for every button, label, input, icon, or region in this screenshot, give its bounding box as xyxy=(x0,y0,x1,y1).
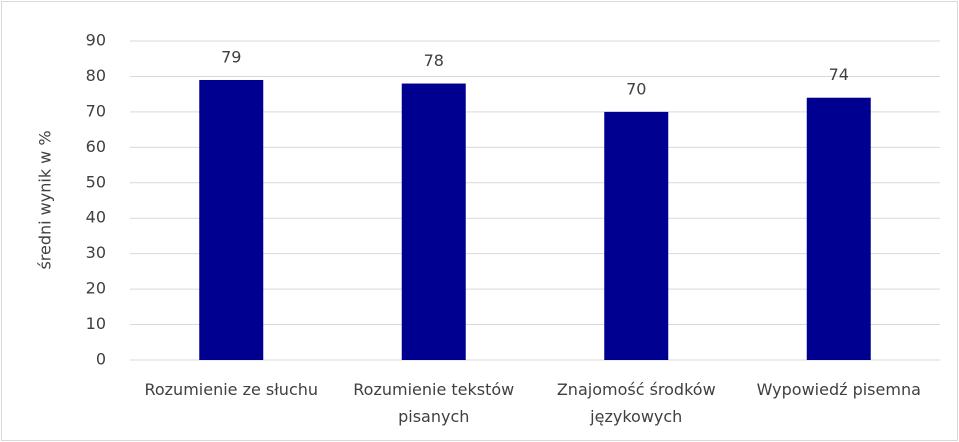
bar xyxy=(401,83,466,361)
value-label: 78 xyxy=(424,51,444,70)
y-axis-label: średni wynik w % xyxy=(36,130,55,269)
bar xyxy=(806,97,871,360)
bar xyxy=(199,79,264,360)
value-label: 74 xyxy=(829,65,849,84)
y-tick-label: 70 xyxy=(86,101,106,120)
value-label: 70 xyxy=(626,79,646,98)
y-tick-label: 60 xyxy=(86,137,106,156)
y-tick-label: 80 xyxy=(86,66,106,85)
y-tick-label: 20 xyxy=(86,279,106,298)
y-tick-label: 30 xyxy=(86,243,106,262)
x-tick-label: Rozumienie ze słuchu xyxy=(144,380,319,399)
x-tick-label: Wypowiedź pisemna xyxy=(756,380,921,399)
y-tick-label: 0 xyxy=(96,350,106,369)
y-tick-label: 90 xyxy=(86,31,106,50)
y-tick-label: 10 xyxy=(86,314,106,333)
x-tick-label: Rozumienie tekstów pisanych xyxy=(353,380,515,426)
value-label: 79 xyxy=(221,47,241,66)
bar xyxy=(604,111,669,360)
y-tick-label: 50 xyxy=(86,172,106,191)
y-tick-label: 40 xyxy=(86,208,106,227)
x-tick-label: Znajomość środków językowych xyxy=(556,380,716,426)
